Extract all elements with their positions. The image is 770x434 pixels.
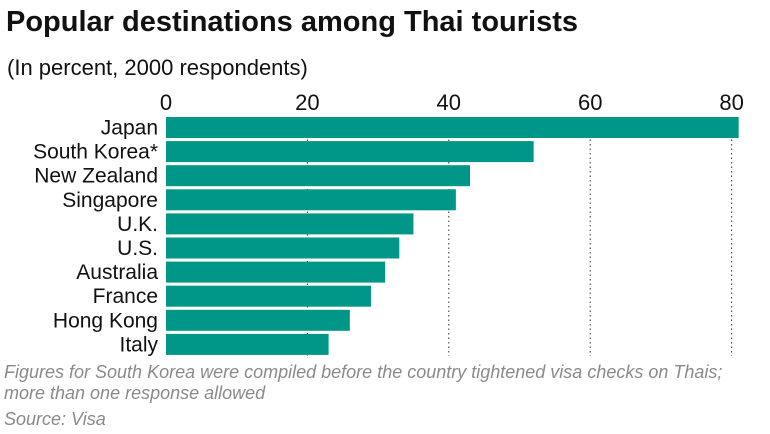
bar bbox=[166, 213, 414, 235]
chart-source: Source: Visa bbox=[4, 409, 106, 429]
chart-subtitle: (In percent, 2000 respondents) bbox=[7, 55, 308, 80]
x-tick-label: 60 bbox=[578, 90, 602, 115]
category-label: South Korea* bbox=[33, 141, 158, 164]
bar bbox=[166, 333, 329, 355]
bar bbox=[166, 285, 372, 307]
bar bbox=[166, 165, 471, 187]
x-tick-label: 0 bbox=[160, 90, 172, 115]
category-label: U.K. bbox=[117, 213, 158, 236]
x-tick-label: 20 bbox=[295, 90, 319, 115]
bar bbox=[166, 117, 739, 138]
bar bbox=[166, 261, 386, 283]
category-label: Italy bbox=[119, 333, 158, 356]
category-label: U.S. bbox=[117, 237, 158, 260]
bar bbox=[166, 189, 456, 211]
category-label: New Zealand bbox=[34, 165, 158, 188]
bar bbox=[166, 141, 534, 163]
x-tick-label: 40 bbox=[437, 90, 461, 115]
chart-note: Figures for South Korea were compiled be… bbox=[4, 362, 723, 403]
category-label: Japan bbox=[101, 117, 158, 140]
x-axis-ticks: 0 20 40 60 80 bbox=[160, 90, 744, 115]
category-label: France bbox=[93, 285, 158, 308]
bar bbox=[166, 237, 400, 259]
chart-title: Popular destinations among Thai tourists bbox=[6, 6, 578, 38]
bar bbox=[166, 309, 350, 331]
bars bbox=[166, 117, 739, 355]
category-label: Australia bbox=[76, 261, 158, 284]
category-label: Singapore bbox=[62, 189, 158, 212]
x-tick-label: 80 bbox=[719, 90, 743, 115]
category-label: Hong Kong bbox=[53, 309, 158, 332]
